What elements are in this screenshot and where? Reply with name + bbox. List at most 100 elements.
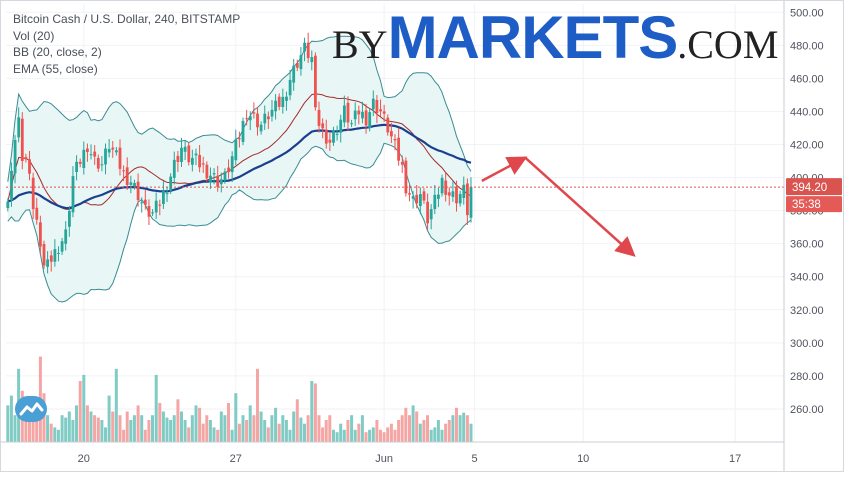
volume-bar [241,415,245,442]
candle-body [447,192,451,196]
candle-body [104,148,107,165]
volume-bar [194,405,198,442]
volume-bar [205,415,209,442]
volume-bar [75,405,78,442]
candle-body [444,180,448,195]
candle-body [158,204,162,206]
candle-body [180,147,183,162]
candle-body [205,164,209,179]
volume-bar [172,415,176,442]
candle-body [458,194,462,204]
countdown-badge [786,196,842,213]
volume-bar [379,429,382,442]
candle-body [35,207,39,220]
volume-bar [332,429,335,442]
y-tick-label: 420.00 [790,140,824,152]
y-tick-label: 280.00 [790,371,824,383]
candle-body [223,171,227,181]
y-tick-label: 480.00 [790,40,824,52]
candle-body [46,259,49,267]
volume-bar [216,429,220,442]
volume-bar [433,427,437,442]
volume-bar [360,415,364,442]
candle-body [227,167,230,173]
candle-body [187,145,191,163]
volume-bar [382,432,386,442]
candle-body [238,138,241,140]
volume-bar [317,415,321,442]
volume-bar [263,420,267,442]
candle-body [390,131,393,137]
legend-bollinger: BB (20, close, 2) [13,45,102,59]
volume-bar [165,417,169,442]
volume-bar [313,383,317,442]
volume-bar [397,420,401,442]
volume-bar [161,411,165,442]
volume-bar [245,420,249,442]
volume-bar [82,374,86,442]
volume-bar [310,381,314,442]
candle-body [118,147,122,169]
candle-body [78,161,82,164]
candle-body [96,157,100,169]
candle-body [82,149,86,168]
volume-bar [451,415,455,442]
candle-body [324,129,328,144]
candle-body [60,241,64,252]
volume-bar [158,403,162,442]
candle-body [317,109,321,126]
candle-body [64,229,68,244]
candle-body [310,57,314,63]
volume-bar [28,415,31,442]
candle-body [57,252,60,254]
cloud-chart-icon[interactable] [15,396,47,422]
y-tick-label: 320.00 [790,305,824,317]
volume-bar [364,432,368,442]
candle-body [100,164,104,166]
volume-bar [306,415,310,442]
volume-bar [49,423,53,442]
candle-body [122,170,125,172]
candle-body [13,140,17,174]
candle-body [143,199,147,205]
candle-body [140,202,144,204]
volume-bar [353,429,357,442]
volume-bar [96,417,100,442]
volume-bar [31,411,35,442]
volume-bar [208,420,212,442]
candle-body [426,201,429,224]
volume-bar [71,420,75,442]
candle-body [350,123,353,125]
candle-body [183,146,187,152]
volume-bar [180,411,183,442]
volume-bar [303,423,306,442]
volume-bar [230,429,234,442]
candle-body [339,119,343,133]
volume-bar [400,415,404,442]
y-tick-label: 300.00 [790,338,824,350]
candle-body [129,182,133,185]
candle-body [299,55,303,70]
candle-body [400,162,404,165]
volume-bar [436,420,440,442]
y-tick-label: 260.00 [790,404,824,416]
candle-body [346,102,350,123]
countdown-value: 35:38 [792,199,821,211]
candle-body [408,193,411,195]
candle-body [343,105,346,123]
candle-body [154,200,158,213]
candle-body [165,193,169,195]
brand-by: BY [332,22,388,67]
candle-body [263,113,267,124]
chart-legend: Bitcoin Cash / U.S. Dollar, 240, BITSTAM… [13,11,240,77]
brand-markets: MARKETS [387,4,679,71]
candle-body [321,123,325,129]
candle-body [230,156,234,173]
volume-bar [227,403,230,442]
y-tick-label: 440.00 [790,106,824,118]
volume-bar [462,412,466,442]
volume-bar [357,423,361,442]
volume-bar [447,420,451,442]
